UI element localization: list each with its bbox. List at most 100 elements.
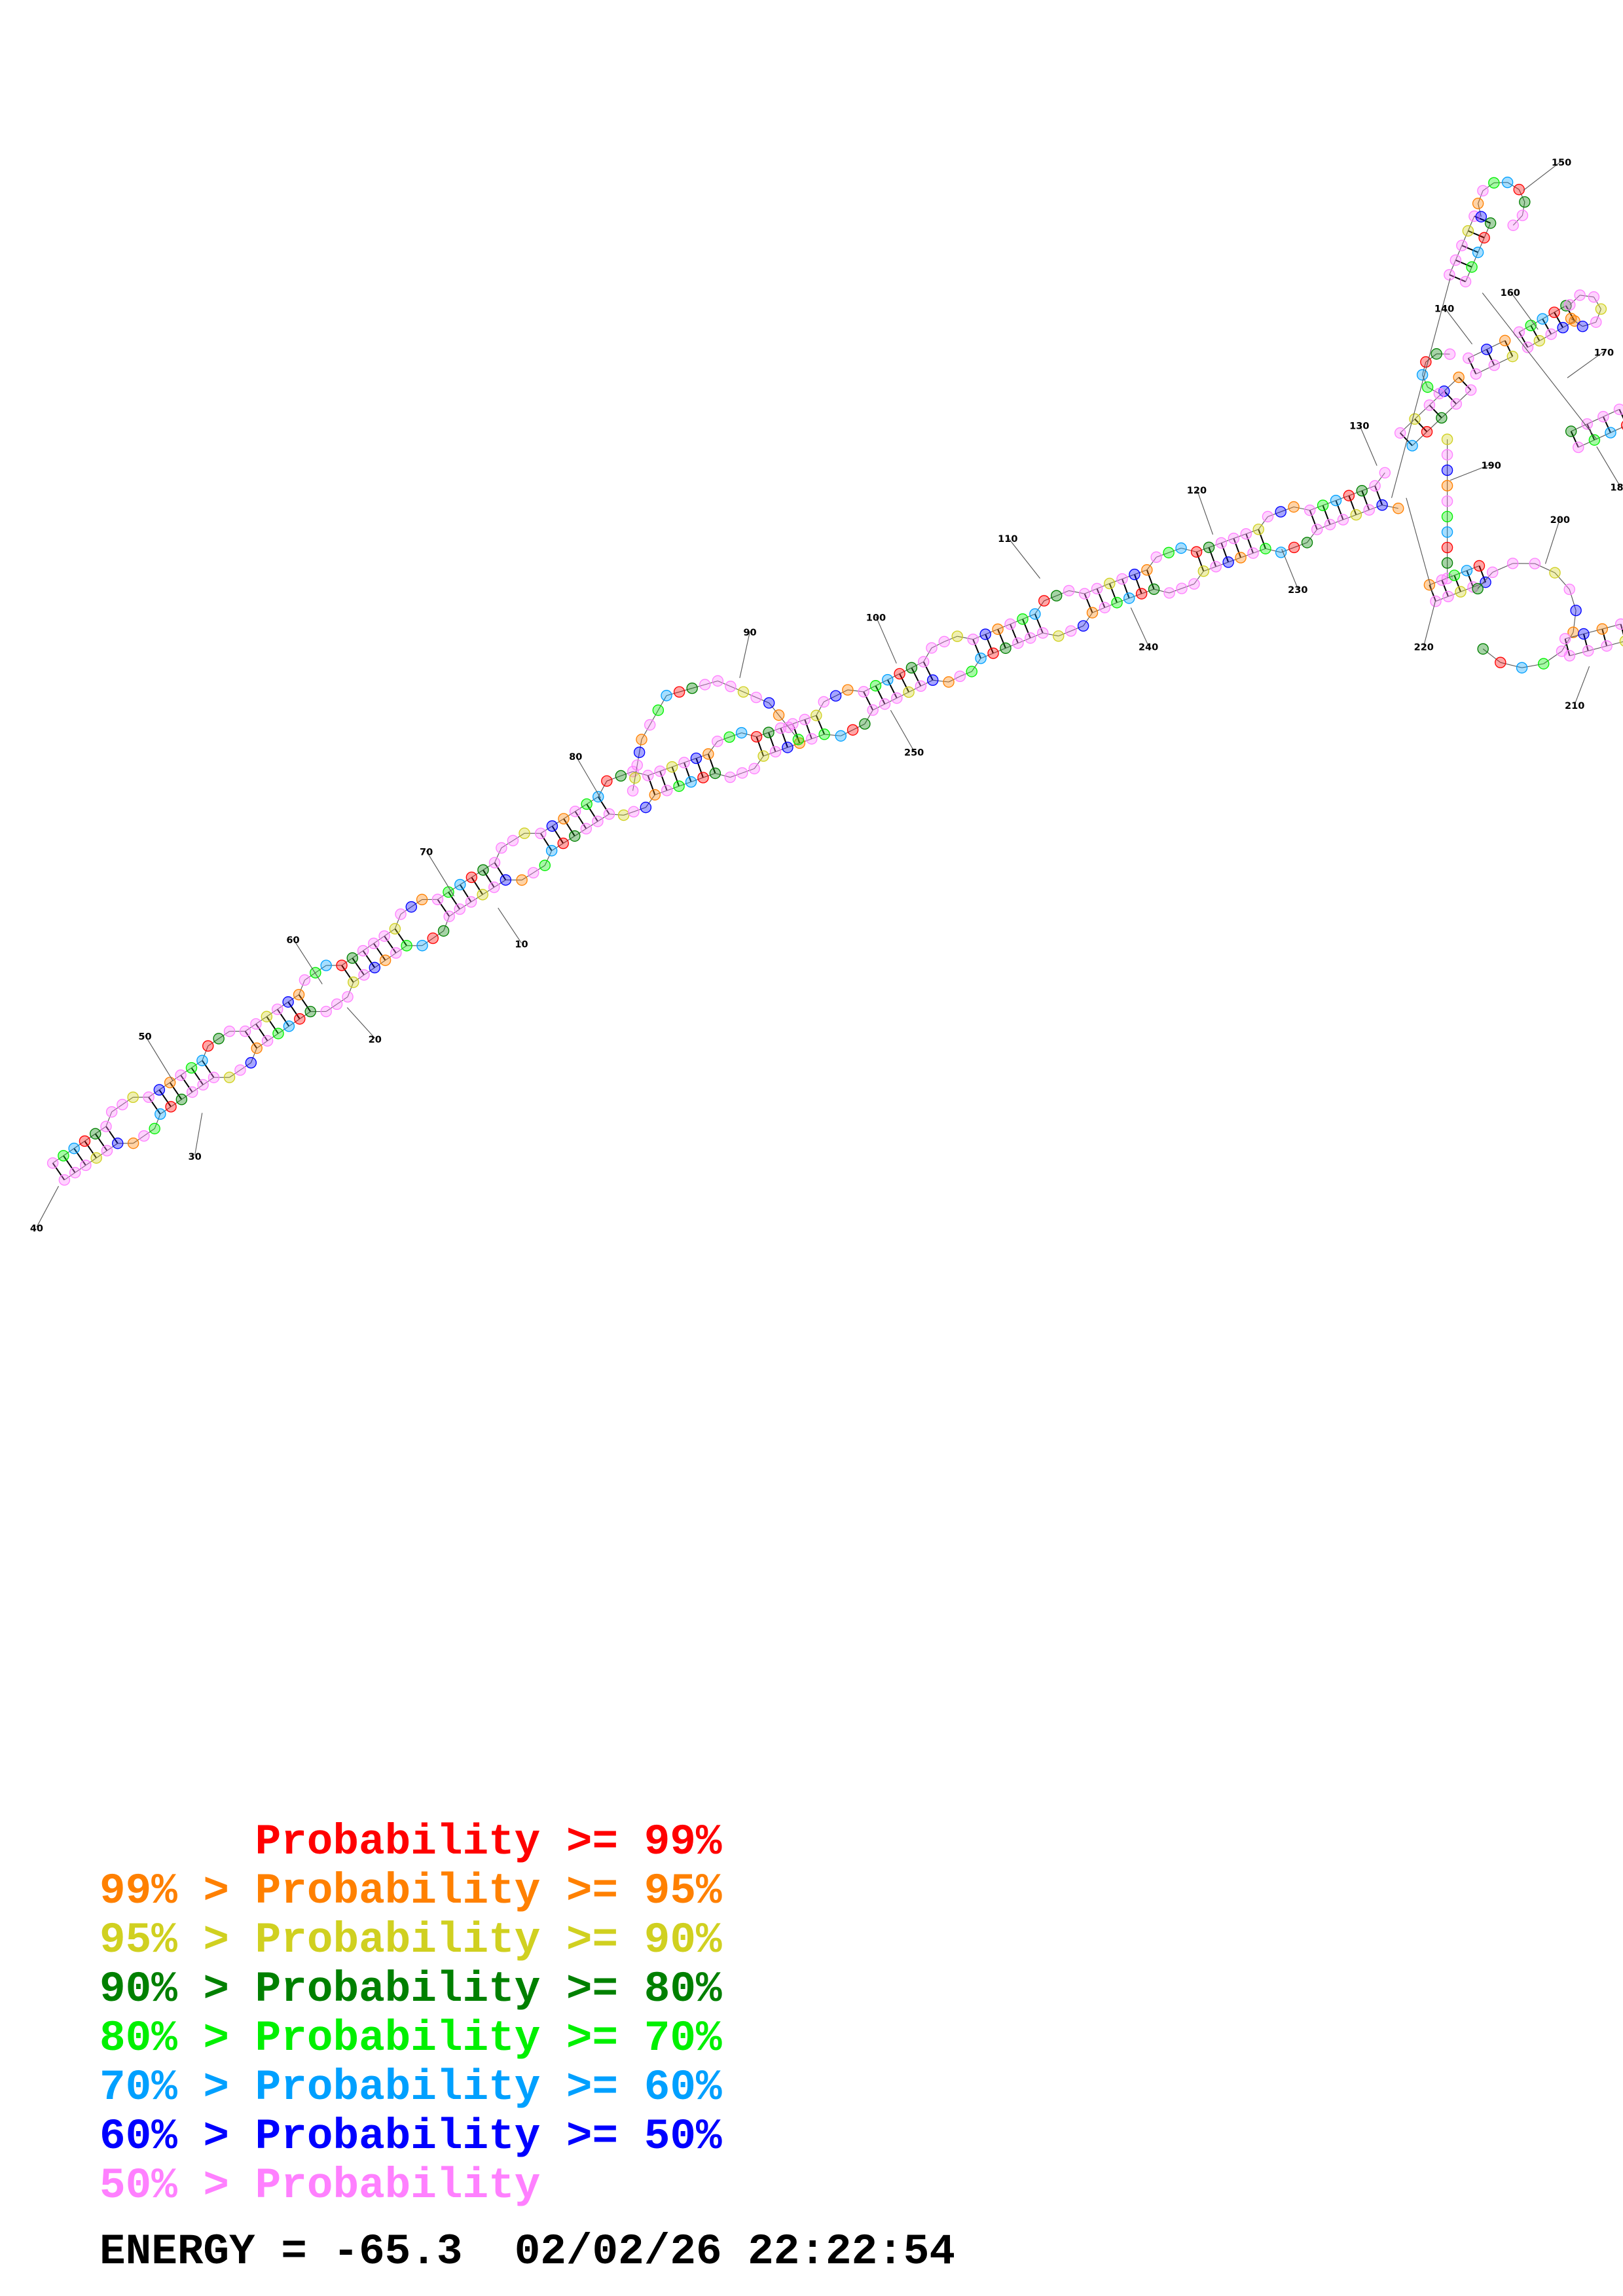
- backbone: [692, 684, 705, 689]
- nucleotide: [127, 1091, 139, 1103]
- nucleotide: [712, 675, 724, 687]
- position-label: 80: [569, 752, 582, 762]
- nucleotide: [847, 724, 859, 736]
- base-pair: [1478, 565, 1486, 583]
- nucleotide: [1086, 607, 1099, 619]
- backbone: [1583, 628, 1603, 635]
- nucleotide: [1487, 566, 1499, 579]
- nucleotide: [640, 801, 652, 814]
- nucleotide: [1421, 425, 1433, 438]
- nucleotide: [1453, 371, 1465, 384]
- base-pair: [671, 766, 680, 787]
- nucleotide: [557, 837, 569, 850]
- nucleotide: [1470, 368, 1482, 380]
- backbone: [432, 930, 444, 939]
- nucleotide: [378, 930, 390, 942]
- nucleotide: [1588, 291, 1600, 303]
- backbone: [1109, 579, 1123, 584]
- nucleotide: [1423, 579, 1436, 591]
- base-pair: [1133, 574, 1142, 594]
- base-pair: [1461, 245, 1478, 253]
- backbone: [973, 634, 986, 640]
- backbone: [633, 807, 646, 812]
- nucleotide: [1456, 240, 1468, 251]
- nucleotide: [1175, 542, 1187, 554]
- backbone: [1594, 432, 1611, 440]
- nucleotide: [100, 1121, 112, 1132]
- backbone: [1542, 312, 1555, 319]
- nucleotide: [690, 752, 702, 764]
- nucleotide: [1481, 344, 1493, 355]
- base-pair: [684, 762, 692, 782]
- backbone: [1044, 595, 1057, 601]
- base-pair: [494, 862, 507, 881]
- backbone: [256, 1040, 268, 1049]
- base-pair: [922, 661, 934, 681]
- nucleotide: [1614, 618, 1623, 630]
- nucleotide: [1275, 547, 1287, 558]
- backbone: [1356, 509, 1370, 516]
- nucleotide: [1430, 595, 1442, 607]
- nucleotide: [1436, 412, 1448, 424]
- nucleotide: [1475, 211, 1487, 223]
- nucleotide: [1549, 567, 1561, 579]
- base-pair: [1441, 579, 1449, 597]
- backbone: [1535, 563, 1556, 573]
- nucleotide: [1565, 425, 1577, 437]
- backbone: [315, 965, 327, 973]
- nucleotide: [1455, 586, 1467, 598]
- nucleotide: [1111, 597, 1123, 609]
- nucleotide: [1448, 569, 1461, 581]
- nucleotide: [1148, 583, 1160, 595]
- backbone: [1569, 295, 1580, 306]
- nucleotide: [357, 944, 369, 957]
- nucleotide: [331, 998, 343, 1011]
- backbone: [741, 732, 757, 738]
- nucleotide: [1078, 588, 1091, 600]
- nucleotide: [1522, 342, 1534, 353]
- position-label: 220: [1414, 642, 1434, 653]
- backbone: [208, 1038, 219, 1047]
- backbone: [1343, 514, 1357, 520]
- nucleotide: [737, 686, 750, 698]
- nucleotide: [395, 908, 407, 920]
- nucleotide: [709, 767, 721, 780]
- nucleotide: [894, 668, 905, 680]
- backbone: [353, 975, 365, 983]
- backbone: [533, 865, 545, 873]
- backbone: [1058, 630, 1071, 637]
- base-pair: [362, 950, 376, 968]
- nucleotide: [1477, 185, 1489, 197]
- nucleotide: [105, 1106, 118, 1118]
- backbone: [95, 1126, 107, 1134]
- nucleotide: [1406, 440, 1418, 452]
- label-tick: [1510, 291, 1539, 330]
- base-pair: [437, 899, 450, 917]
- nucleotide: [1421, 381, 1434, 393]
- backbone: [289, 1018, 301, 1027]
- nucleotide: [80, 1159, 92, 1172]
- nucleotide: [882, 673, 894, 686]
- base-pair: [1582, 634, 1589, 651]
- base-pair: [52, 1162, 65, 1181]
- nucleotide: [1463, 352, 1474, 364]
- backbone: [1429, 579, 1442, 586]
- nucleotide: [699, 679, 711, 691]
- nucleotide: [649, 789, 661, 801]
- backbone: [1482, 649, 1501, 663]
- backbone: [980, 653, 994, 659]
- backbone: [679, 688, 693, 692]
- nucleotide: [1450, 254, 1462, 266]
- backbone: [410, 899, 422, 908]
- nucleotide: [1590, 316, 1602, 328]
- nucleotide: [1077, 620, 1089, 632]
- nucleotide: [685, 776, 697, 788]
- backbone: [1455, 245, 1463, 260]
- label-tick: [1281, 548, 1298, 589]
- backbone: [1610, 426, 1623, 433]
- nucleotide: [631, 759, 643, 771]
- nucleotide: [1393, 503, 1404, 514]
- nucleotide: [1582, 645, 1594, 657]
- backbone: [1349, 490, 1362, 496]
